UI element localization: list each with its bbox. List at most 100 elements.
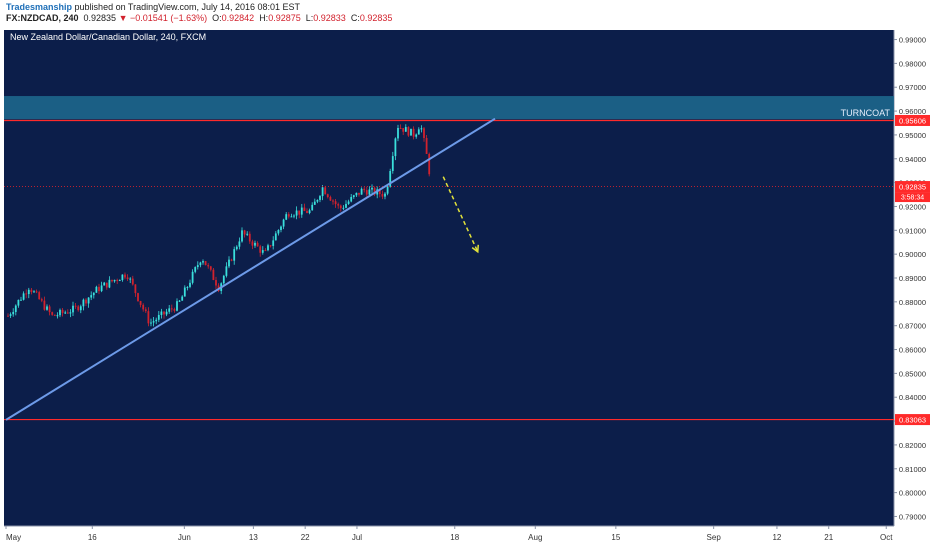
x-tick-label: 21 <box>824 533 833 542</box>
candle-body <box>14 305 17 312</box>
down-arrow-icon: ▼ <box>118 13 128 23</box>
candle-body <box>280 226 282 230</box>
candle-body <box>165 311 168 315</box>
candle-body <box>118 280 121 282</box>
candle-body <box>326 194 329 198</box>
candle-body <box>108 279 111 288</box>
candle-body <box>225 266 228 276</box>
author-link[interactable]: Tradesmanship <box>6 2 73 12</box>
candle-body <box>321 187 324 197</box>
candle-body <box>61 309 64 313</box>
y-tick-label: 0.94000 <box>899 155 926 164</box>
candle-body <box>378 189 381 195</box>
time-axis-background[interactable] <box>4 526 894 550</box>
y-tick-label: 0.79000 <box>899 512 926 521</box>
chart-title: New Zealand Dollar/Canadian Dollar, 240,… <box>10 32 206 42</box>
candle-body <box>48 306 51 313</box>
candle-body <box>72 305 74 313</box>
candle-body <box>144 309 147 312</box>
symbol-label: FX:NZDCAD, 240 <box>6 13 79 23</box>
candle-body <box>176 301 178 311</box>
candle-body <box>43 300 46 310</box>
candle-body <box>347 201 350 204</box>
price-change: −0.01541 (−1.63%) <box>130 13 208 23</box>
current-price-tag: 0.92835 <box>899 183 926 192</box>
x-tick-label: 16 <box>88 533 97 542</box>
candle-body <box>386 186 389 194</box>
price-axis-background[interactable] <box>894 30 932 526</box>
open-label: O: <box>212 13 222 23</box>
candle-body <box>337 204 340 206</box>
x-tick-label: Jun <box>178 533 191 542</box>
x-tick-label: May <box>6 533 21 542</box>
candle-body <box>56 315 59 317</box>
candle-body <box>9 314 12 316</box>
candle-body <box>417 129 420 135</box>
candle-body <box>113 279 116 282</box>
open-value: 0.92842 <box>221 13 255 23</box>
candle-body <box>246 233 249 235</box>
candle-body <box>243 230 246 235</box>
candle-body <box>142 304 145 310</box>
candle-body <box>298 210 301 215</box>
candle-body <box>306 210 308 214</box>
candle-body <box>111 279 113 282</box>
candle-body <box>363 188 366 191</box>
candle-body <box>189 282 191 287</box>
candle-body <box>412 128 415 137</box>
candle-body <box>345 203 347 208</box>
candle-body <box>269 245 272 247</box>
candle-body <box>173 309 176 311</box>
candle-body <box>420 128 423 130</box>
resistance-zone <box>4 96 894 120</box>
candle-body <box>324 187 327 195</box>
trendline <box>5 117 496 421</box>
chart-svg[interactable]: TURNCOAT 0.990000.980000.970000.960000.9… <box>0 26 932 550</box>
candle-body <box>38 292 41 300</box>
candle-body <box>282 219 285 227</box>
level-price-tag: 0.83063 <box>899 416 926 425</box>
candle-body <box>178 300 181 302</box>
candle-body <box>163 311 165 315</box>
candle-body <box>415 134 418 137</box>
y-tick-label: 0.99000 <box>899 36 926 45</box>
candle-body <box>46 306 48 310</box>
candle-body <box>287 214 290 217</box>
level-price-tag-box <box>895 414 930 426</box>
x-tick-label: 15 <box>611 533 620 542</box>
x-tick-label: 12 <box>772 533 781 542</box>
y-tick-label: 0.87000 <box>899 322 926 331</box>
high-label: H: <box>259 13 269 23</box>
candle-body <box>12 311 15 315</box>
publish-date: published on TradingView.com, July 14, 2… <box>74 2 301 12</box>
candle-body <box>381 194 384 197</box>
candle-body <box>397 127 399 139</box>
candle-body <box>69 312 72 314</box>
candle-body <box>313 201 316 205</box>
candle-body <box>230 259 233 261</box>
y-tick-label: 0.95000 <box>899 131 926 140</box>
candle-body <box>311 204 314 211</box>
y-tick-label: 0.91000 <box>899 226 926 235</box>
current-price-tag-box <box>895 181 930 193</box>
candle-body <box>428 153 431 175</box>
candle-body <box>274 233 277 241</box>
candle-body <box>248 233 251 242</box>
candle-body <box>85 299 87 304</box>
candle-body <box>181 296 184 301</box>
chart-stage[interactable]: TURNCOAT 0.99000 0.98000 0.97000 0.96000 0.9… <box>0 26 932 550</box>
candle-body <box>384 193 386 197</box>
candle-body <box>191 271 194 283</box>
y-tick-label: 0.82000 <box>899 441 926 450</box>
publish-header: Tradesmanship published on TradingView.c… <box>0 0 932 26</box>
x-tick-label: 18 <box>450 533 459 542</box>
candle-body <box>74 305 77 307</box>
candle-body <box>342 207 345 209</box>
candle-body <box>295 210 298 216</box>
candle-body <box>35 291 38 293</box>
candle-body <box>77 306 80 311</box>
level-price-tag-box <box>895 114 930 126</box>
candle-body <box>150 322 152 324</box>
candle-body <box>212 269 215 281</box>
candle-body <box>329 197 332 201</box>
